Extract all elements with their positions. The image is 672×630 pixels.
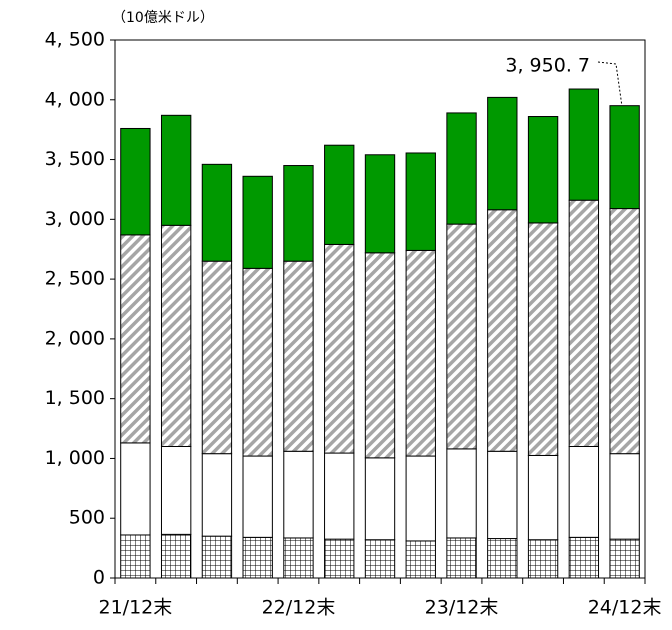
bar-segment	[283, 450, 314, 539]
bar-segment	[201, 163, 233, 262]
bar-segment	[405, 455, 436, 542]
bar-segment	[242, 175, 273, 269]
bar-segment	[446, 448, 477, 539]
unit-label: （10億米ドル）	[112, 10, 214, 26]
bar-segment	[120, 234, 151, 444]
bar-segment	[242, 455, 273, 538]
bar-segment	[487, 96, 518, 211]
bar-segment	[609, 208, 640, 455]
bar-segment	[405, 540, 436, 579]
bar-segment	[364, 154, 396, 254]
bar-segment	[242, 267, 273, 457]
bar-segment	[283, 165, 314, 262]
bar-segment	[283, 537, 314, 579]
y-tick-label: 4, 500	[45, 29, 105, 51]
bar-segment	[160, 445, 192, 535]
bar-segment	[487, 450, 518, 540]
bar-segment	[160, 224, 192, 447]
annotation-leader	[597, 61, 623, 104]
bar-segment	[324, 452, 355, 540]
bar-segment	[446, 112, 477, 225]
bar-segment	[201, 535, 233, 579]
x-tick-label: 23/12末	[425, 597, 499, 619]
bar-segment	[609, 453, 640, 540]
bar-segment	[568, 445, 600, 538]
bar-segment	[527, 539, 559, 579]
bar-segment	[446, 223, 477, 450]
bar-segment	[201, 260, 233, 455]
y-tick-label: 2, 500	[45, 268, 105, 290]
bar-segment	[487, 538, 518, 579]
y-tick-label: 0	[93, 567, 105, 589]
bar-segment	[364, 252, 396, 459]
bar-segment	[160, 114, 192, 226]
bar-segment	[364, 457, 396, 541]
bar-segment	[324, 243, 355, 454]
annotation: 3, 950. 7	[505, 55, 590, 77]
y-tick-label: 1, 000	[45, 447, 105, 469]
y-tick-label: 4, 000	[45, 88, 105, 110]
bar-segment	[405, 152, 436, 251]
bar-segment	[527, 454, 559, 541]
bar-segment	[568, 199, 600, 447]
bar-segment	[487, 209, 518, 452]
x-tick-label: 24/12末	[588, 597, 662, 619]
bar-segment	[609, 105, 640, 210]
bar-segment	[364, 539, 396, 579]
bar-segment	[120, 442, 151, 536]
bar-segment	[568, 536, 600, 579]
bar-segment	[527, 222, 559, 456]
y-tick-label: 3, 000	[45, 208, 105, 230]
bar-segment	[324, 144, 355, 245]
bar-segment	[120, 127, 151, 236]
y-tick-label: 3, 500	[45, 148, 105, 170]
x-tick-label: 21/12末	[99, 597, 173, 619]
bar-segment	[527, 116, 559, 224]
bar-segment	[609, 538, 640, 579]
y-tick-label: 1, 500	[45, 387, 105, 409]
bar-segment	[160, 533, 192, 579]
bar-segment	[405, 249, 436, 457]
bar-segment	[324, 538, 355, 579]
bar-segment	[242, 536, 273, 579]
bar-segment	[120, 534, 151, 579]
y-tick-label: 500	[69, 507, 105, 529]
x-tick-label: 22/12末	[262, 597, 336, 619]
bar-segment	[568, 88, 600, 201]
bar-segment	[201, 453, 233, 537]
bar-segment	[283, 260, 314, 452]
bar-segment	[446, 537, 477, 579]
y-tick-label: 2, 000	[45, 327, 105, 349]
